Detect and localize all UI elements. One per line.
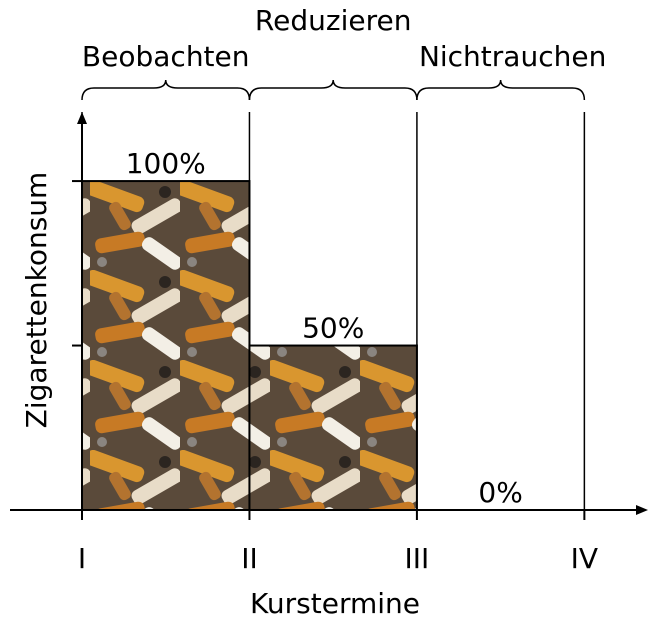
bar [82,181,249,510]
x-tick-label: II [241,542,258,575]
x-tick-label: I [78,542,86,575]
phase-label: Beobachten [82,40,250,73]
phase-label: Reduzieren [255,4,412,37]
brace [417,80,584,100]
value-label: 50% [302,312,364,345]
x-tick-label: IV [571,542,598,575]
chart: Kurstermine Zigarettenkonsum IIIIIIIV100… [0,0,652,624]
y-axis-title: Zigarettenkonsum [20,172,53,429]
x-axis-title: Kurstermine [250,587,420,620]
value-label: 0% [478,476,522,509]
brace [249,80,416,100]
x-tick-label: III [405,542,430,575]
phase-label: Nichtrauchen [419,40,606,73]
bar [249,346,416,510]
brace [82,80,249,100]
value-label: 100% [126,147,206,180]
y-axis-arrow [77,112,87,124]
x-axis-arrow [636,505,648,515]
